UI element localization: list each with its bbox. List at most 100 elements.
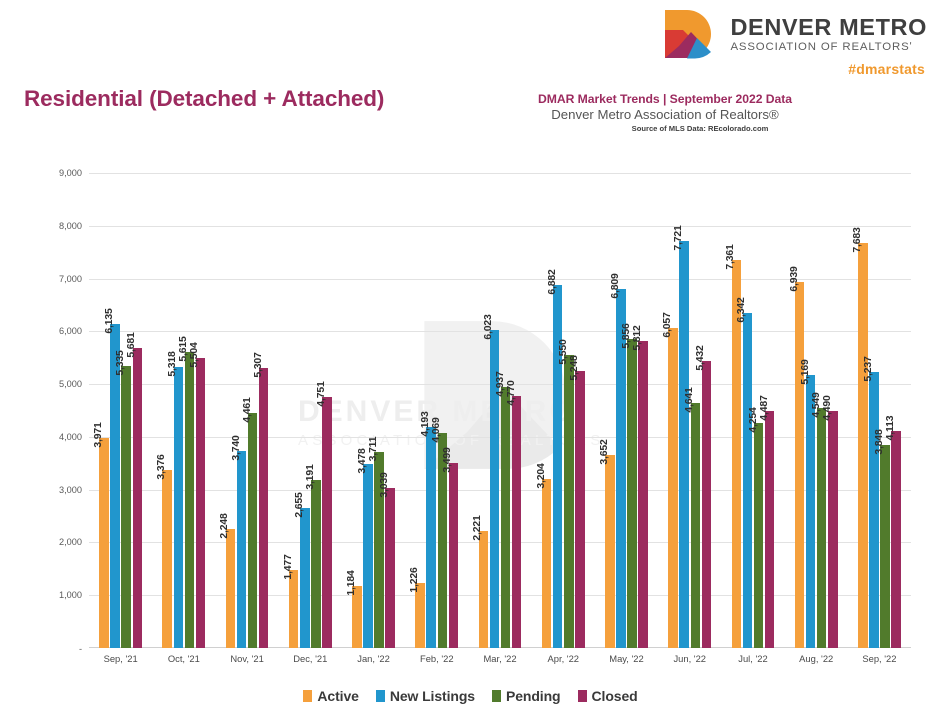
bar-closed[interactable]: 3,039 [379, 472, 395, 648]
y-axis-tick-label: 1,000 [59, 590, 82, 601]
x-axis-tick-label: Dec, '21 [293, 653, 328, 664]
bar-pending[interactable]: 5,550 [558, 339, 574, 648]
bar-value-label: 3,204 [535, 463, 547, 489]
bar-value-label: 3,499 [442, 447, 454, 473]
bar-active[interactable]: 3,971 [93, 423, 109, 648]
bar-closed[interactable]: 5,248 [569, 355, 585, 648]
chart-legend: Active New Listings Pending Closed [0, 688, 941, 704]
bar-value-label: 4,937 [494, 371, 506, 398]
bar-value-label: 4,487 [758, 395, 770, 421]
legend-item-new-listings[interactable]: New Listings [375, 688, 475, 704]
bar-new-listings[interactable]: 6,135 [104, 309, 120, 648]
bar-active[interactable]: 3,204 [536, 463, 552, 648]
bar-active[interactable]: 6,057 [662, 313, 678, 648]
bar-group: 7,361 6,342 4,254 4,487 [721, 173, 784, 648]
bar-pending[interactable]: 3,191 [305, 464, 321, 648]
bar-new-listings[interactable]: 3,478 [357, 449, 373, 648]
bar-chart: DENVER METRO ASSOCIATION OF REALTORS 9,0… [0, 150, 941, 720]
legend-swatch-icon [375, 690, 385, 702]
bar-active[interactable]: 6,939 [789, 266, 805, 648]
bar-value-label: 6,939 [788, 266, 800, 292]
x-axis-tick-label: Jan, '22 [357, 653, 390, 664]
bar-pending[interactable]: 5,856 [621, 323, 637, 648]
bar-value-label: 6,023 [483, 314, 495, 340]
bar-closed[interactable]: 5,812 [632, 326, 648, 648]
bar-value-label: 3,711 [368, 436, 380, 462]
bar-new-listings[interactable]: 7,721 [673, 225, 689, 648]
subtitle-source: Source of MLS Data: REcolorado.com [631, 124, 769, 133]
bar-closed[interactable]: 4,770 [506, 381, 522, 648]
bar-pending[interactable]: 3,848 [874, 429, 890, 648]
bar-active[interactable]: 3,376 [156, 454, 172, 648]
bar-active[interactable]: 1,184 [346, 570, 362, 648]
bar-closed[interactable]: 4,751 [316, 382, 332, 648]
bar-closed[interactable]: 4,490 [822, 395, 838, 648]
bar-active[interactable]: 2,221 [472, 515, 489, 648]
bar-new-listings[interactable]: 6,023 [483, 314, 500, 648]
bar-value-label: 5,812 [632, 325, 644, 351]
bar-value-label: 6,342 [736, 297, 748, 323]
bar-active[interactable]: 1,226 [409, 568, 425, 648]
subtitle-market-trends: DMAR Market Trends | September 2022 Data [537, 92, 793, 106]
bar-new-listings[interactable]: 2,655 [294, 492, 310, 648]
bar-active[interactable]: 2,248 [219, 514, 236, 648]
bar-value-label: 5,237 [862, 355, 874, 382]
bar-pending[interactable]: 4,069 [431, 418, 448, 648]
bar-new-listings[interactable]: 3,740 [231, 435, 247, 648]
bar-value-label: 5,318 [167, 351, 179, 377]
logo-wordmark: DENVER METRO ASSOCIATION OF REALTORSʹ [730, 14, 927, 53]
bar-value-label: 4,193 [420, 411, 432, 437]
bar-closed[interactable]: 4,113 [885, 416, 901, 648]
bar-value-label: 5,550 [557, 339, 569, 365]
y-axis-tick-label: 9,000 [59, 168, 82, 178]
bar-active[interactable]: 3,652 [599, 440, 615, 648]
bar-closed[interactable]: 5,432 [695, 346, 712, 648]
bar-group: 3,204 6,882 5,550 5,248 [532, 173, 595, 648]
bar-new-listings[interactable]: 5,237 [863, 356, 879, 648]
bar-value-label: 5,169 [799, 359, 811, 385]
bar-closed[interactable]: 4,487 [759, 396, 775, 648]
bar-group: 1,477 2,655 3,191 4,751 [279, 173, 342, 648]
bar-new-listings[interactable]: 5,169 [800, 360, 816, 648]
bar-value-label: 6,135 [104, 308, 116, 334]
gridline [89, 595, 911, 597]
bar-closed[interactable]: 5,307 [253, 352, 269, 648]
bar-value-label: 3,848 [873, 429, 885, 455]
bar-closed[interactable]: 3,499 [442, 448, 459, 648]
bar-pending[interactable]: 3,711 [368, 437, 384, 648]
bar-value-label: 7,683 [851, 226, 863, 253]
gridline [89, 173, 911, 174]
bar-group: 3,652 6,809 5,856 5,812 [595, 173, 658, 648]
y-axis-tick-label: 2,000 [59, 537, 82, 548]
bar-pending[interactable]: 4,549 [811, 392, 827, 648]
bar-pending[interactable]: 4,254 [748, 408, 764, 648]
bar-new-listings[interactable]: 6,809 [610, 273, 626, 648]
legend-swatch-icon [303, 690, 313, 702]
bar-pending[interactable]: 4,461 [242, 397, 258, 648]
bar-value-label: 4,490 [821, 395, 833, 421]
bar-active[interactable]: 7,361 [725, 244, 742, 648]
y-axis-tick-label: 7,000 [59, 273, 82, 284]
bar-pending[interactable]: 4,641 [684, 387, 701, 648]
bar-new-listings[interactable]: 6,342 [736, 298, 753, 648]
x-axis-tick-label: Aug, '22 [799, 653, 834, 664]
bar-groups: 3,971 6,135 5,335 5,681 3,376 5,318 5,615 5,504… [89, 173, 911, 648]
legend-item-active[interactable]: Active [303, 688, 359, 704]
bar-closed[interactable]: 5,504 [189, 342, 206, 648]
x-axis-tick-label: Feb, '22 [419, 653, 454, 664]
x-axis-tick-label: Mar, '22 [483, 653, 517, 664]
bar-active[interactable]: 1,477 [283, 554, 299, 648]
bar-pending[interactable]: 5,335 [115, 351, 131, 648]
bar-pending[interactable]: 4,937 [495, 372, 511, 648]
bar-pending[interactable]: 5,615 [178, 336, 195, 648]
bar-new-listings[interactable]: 4,193 [420, 411, 436, 648]
bar-new-listings[interactable]: 5,318 [167, 352, 184, 648]
bar-closed[interactable]: 5,681 [126, 333, 142, 648]
bar-value-label: 5,432 [695, 345, 707, 371]
bar-group: 3,971 6,135 5,335 5,681 [89, 173, 152, 648]
legend-item-closed[interactable]: Closed [577, 688, 638, 704]
gridline [89, 278, 911, 280]
bar-active[interactable]: 7,683 [852, 227, 868, 648]
bar-value-label: 3,478 [357, 448, 368, 475]
legend-item-pending[interactable]: Pending [491, 688, 561, 704]
